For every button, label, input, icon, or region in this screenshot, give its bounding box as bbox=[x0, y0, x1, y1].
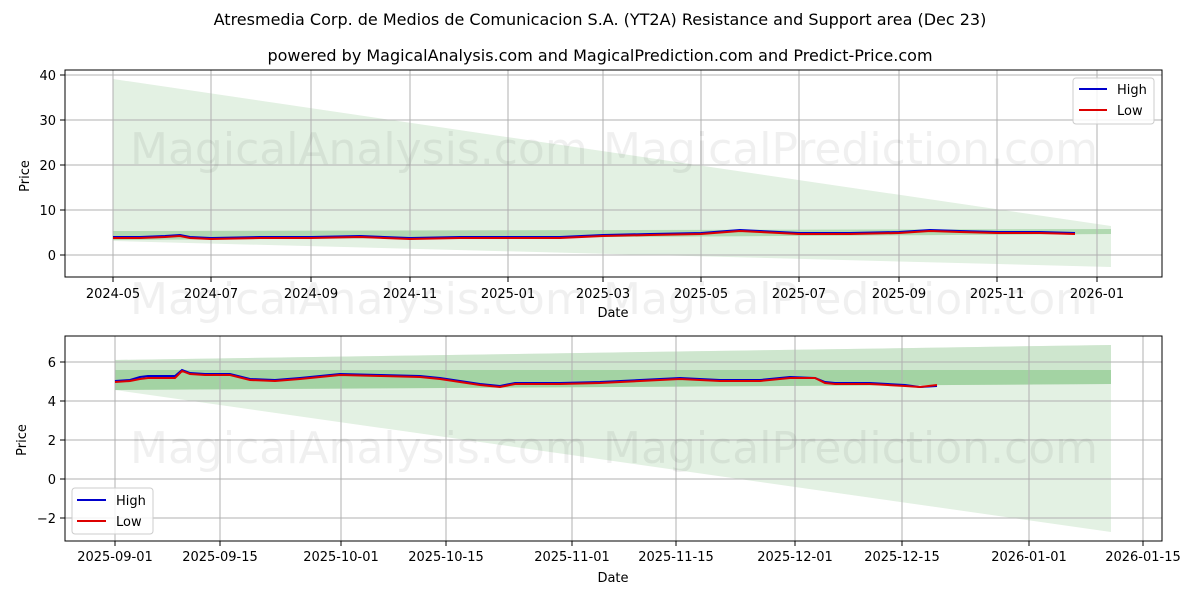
top-ytick: 20 bbox=[39, 159, 56, 174]
bottom-wide-band bbox=[115, 345, 1111, 532]
legend-high-label: High bbox=[116, 494, 146, 509]
bottom-xtick: 2025-12-15 bbox=[864, 550, 940, 565]
bottom-xtick: 2025-09-01 bbox=[77, 550, 153, 565]
top-xtick: 2025-01 bbox=[481, 287, 535, 302]
top-grid bbox=[65, 70, 1162, 277]
bottom-ytick: 6 bbox=[48, 356, 56, 371]
bottom-ytick: 0 bbox=[48, 473, 56, 488]
top-ytick: 0 bbox=[48, 249, 56, 264]
bottom-low-line bbox=[114, 369, 938, 389]
top-xtick: 2024-09 bbox=[284, 287, 338, 302]
bottom-xtick: 2025-10-01 bbox=[303, 550, 379, 565]
bottom-axes-frame bbox=[64, 335, 1163, 542]
top-ytick: 10 bbox=[39, 204, 56, 219]
top-ylabel: Price bbox=[18, 160, 33, 192]
legend-high-label: High bbox=[1117, 83, 1147, 98]
top-xtick: 2025-09 bbox=[872, 287, 926, 302]
watermark-prediction: MagicalPrediction.com bbox=[603, 124, 1098, 175]
watermark-analysis-3: MagicalAnalysis.com bbox=[130, 423, 588, 474]
bottom-ytick: −2 bbox=[37, 512, 56, 527]
top-xtick: 2024-05 bbox=[86, 287, 140, 302]
watermark-analysis-2: MagicalAnalysis.com bbox=[130, 274, 588, 325]
top-ytick: 40 bbox=[39, 69, 56, 84]
top-wide-band bbox=[113, 79, 1111, 267]
top-xtick: 2024-07 bbox=[184, 287, 238, 302]
top-xtick: 2025-03 bbox=[576, 287, 630, 302]
bottom-xtick: 2025-10-15 bbox=[408, 550, 484, 565]
legend-low-label: Low bbox=[1117, 104, 1143, 119]
bottom-legend: High Low bbox=[71, 487, 154, 535]
watermark-prediction-2: MagicalPrediction.com bbox=[603, 274, 1098, 325]
watermark-prediction-3: MagicalPrediction.com bbox=[603, 423, 1098, 474]
top-low-line bbox=[113, 229, 1076, 241]
chart-title: Atresmedia Corp. de Medios de Comunicaci… bbox=[213, 10, 987, 29]
bottom-chart: MagicalAnalysis.com MagicalPrediction.co… bbox=[15, 335, 1181, 586]
bottom-xtick: 2025-09-15 bbox=[182, 550, 258, 565]
bottom-ytick: 4 bbox=[48, 395, 56, 410]
bottom-ytick: 2 bbox=[48, 434, 56, 449]
bottom-grid bbox=[65, 336, 1162, 541]
bottom-xtick: 2026-01-01 bbox=[991, 550, 1067, 565]
bottom-xtick: 2025-12-01 bbox=[757, 550, 833, 565]
bottom-xlabel: Date bbox=[597, 571, 628, 586]
top-xtick: 2025-07 bbox=[772, 287, 826, 302]
top-xtick: 2026-01 bbox=[1070, 287, 1124, 302]
chart-subtitle: powered by MagicalAnalysis.com and Magic… bbox=[267, 46, 933, 65]
watermark-analysis: MagicalAnalysis.com bbox=[130, 124, 588, 175]
top-chart: MagicalAnalysis.com MagicalPrediction.co… bbox=[18, 69, 1163, 325]
bottom-xtick: 2026-01-15 bbox=[1105, 550, 1181, 565]
bottom-xtick: 2025-11-15 bbox=[638, 550, 714, 565]
top-xlabel: Date bbox=[597, 306, 628, 321]
top-legend: High Low bbox=[1072, 77, 1155, 125]
top-xtick: 2024-11 bbox=[383, 287, 437, 302]
bottom-xtick: 2025-11-01 bbox=[534, 550, 610, 565]
legend-low-label: Low bbox=[116, 515, 142, 530]
top-axes-frame bbox=[64, 69, 1163, 278]
top-ytick: 30 bbox=[39, 114, 56, 129]
top-xtick: 2025-11 bbox=[970, 287, 1024, 302]
top-xtick: 2025-05 bbox=[674, 287, 728, 302]
bottom-ylabel: Price bbox=[15, 424, 30, 456]
